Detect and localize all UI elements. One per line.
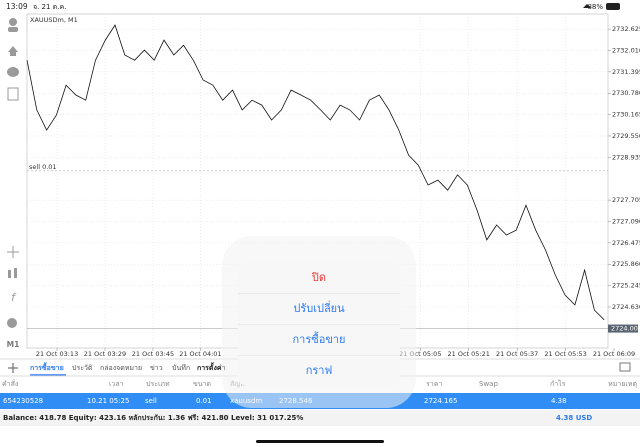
order-label: sell 0.01: [29, 163, 57, 171]
add-icon[interactable]: [8, 363, 18, 373]
column-header: ขนาด: [193, 380, 211, 388]
account-summary: Balance: 418.78 Equity: 423.16 หลักประกั…: [3, 414, 303, 422]
battery-icon: [606, 3, 620, 10]
tab[interactable]: กล่องจดหมาย: [100, 364, 142, 372]
x-tick-label: 21 Oct 03:29: [84, 350, 126, 358]
price-box: [608, 324, 638, 333]
tab[interactable]: การซื้อขาย: [30, 361, 64, 372]
column-header: กำไร: [550, 379, 566, 388]
y-tick-label: 2729.550: [612, 132, 640, 140]
x-tick-label: 21 Oct 05:21: [448, 350, 490, 358]
y-tick-label: 2728.935: [612, 153, 640, 161]
y-tick-label: 2725.860: [612, 260, 640, 268]
menu-item[interactable]: ปรับเปลี่ยน: [293, 300, 345, 315]
wifi-icon: [583, 4, 591, 8]
layout-icon[interactable]: [619, 362, 631, 372]
cell: 654230528: [3, 397, 43, 405]
column-header: เวลา: [109, 380, 124, 388]
home-indicator: [256, 440, 384, 443]
x-tick-label: 21 Oct 05:53: [544, 350, 586, 358]
icon: [7, 87, 19, 101]
menu: [238, 262, 400, 386]
price-line-series: [26, 24, 605, 321]
timeframe[interactable]: M1: [7, 340, 20, 349]
y-tick-label: 2732.010: [612, 46, 640, 54]
icon: [8, 270, 11, 278]
x-tick-label: 21 Oct 04:01: [179, 350, 221, 358]
x-tick-label: 21 Oct 05:37: [496, 350, 538, 358]
chart-layer: 2732.625 2732.010 2731.395 2730.780 2730.165…: [26, 14, 640, 358]
column-header: หมายเหตุ: [608, 380, 637, 388]
x-tick-label: 21 Oct 06:09: [593, 350, 635, 358]
x-tick-label: 21 Oct 05:05: [399, 350, 441, 358]
y-tick-label: 2725.245: [612, 282, 640, 290]
x-tick-label: 21 Oct 03:45: [132, 350, 174, 358]
menu-item[interactable]: ปิด: [311, 271, 326, 284]
icon: [7, 246, 19, 258]
y-tick-label: 2730.780: [612, 89, 640, 97]
y-tick-label: 2732.625: [612, 25, 640, 33]
cell: 4.38: [551, 397, 567, 405]
y-tick-label: 2724.630: [612, 303, 640, 311]
status-battery: 88%: [587, 3, 603, 11]
cell: 0.01: [196, 397, 212, 405]
status-date: จ. 21 ต.ค.: [33, 3, 66, 11]
y-tick-label: 2726.475: [612, 239, 640, 247]
icon: [7, 318, 17, 328]
tab[interactable]: ข่าว: [150, 364, 163, 372]
y-tick-label: 2727.705: [612, 196, 640, 204]
tab[interactable]: การตั้งค่า: [197, 361, 226, 372]
column-header: ประเภท: [146, 380, 170, 388]
cell: sell: [145, 397, 157, 405]
icon: [7, 67, 19, 77]
y-tick-label: 2730.165: [612, 111, 640, 119]
status-time: 13:09: [6, 2, 28, 11]
icon: [8, 46, 18, 56]
total-profit: 4.38 USD: [556, 414, 592, 422]
icon: [14, 268, 17, 278]
column-header: คำสั่ง: [2, 379, 18, 388]
price-label: 2724.009: [611, 325, 640, 333]
column-header: Swap: [479, 380, 498, 388]
chart-title: XAUUSDm, M1: [30, 16, 78, 24]
menu-item[interactable]: การซื้อขาย: [293, 331, 346, 346]
icon: [8, 27, 18, 32]
y-tick-label: 2731.395: [612, 68, 640, 76]
x-tick-label: 21 Oct 03:13: [36, 350, 78, 358]
menu-item[interactable]: กราฟ: [306, 364, 333, 377]
side-toolbar: f: [7, 18, 19, 328]
tab[interactable]: ประวัติ: [72, 364, 93, 372]
y-tick-label: 2727.090: [612, 217, 640, 225]
tabs: การซื้อขาย ประวัติ กล่องจดหมาย ข่าว บันทึก กา…: [30, 361, 226, 376]
column-header: ราคา: [426, 380, 442, 388]
icon: [9, 18, 17, 26]
footer-bar: [0, 410, 640, 426]
cell: 10.21 05:25: [87, 397, 129, 405]
tab[interactable]: บันทึก: [172, 363, 190, 372]
icon: f: [11, 291, 17, 304]
cell: 2724.165: [424, 397, 457, 405]
